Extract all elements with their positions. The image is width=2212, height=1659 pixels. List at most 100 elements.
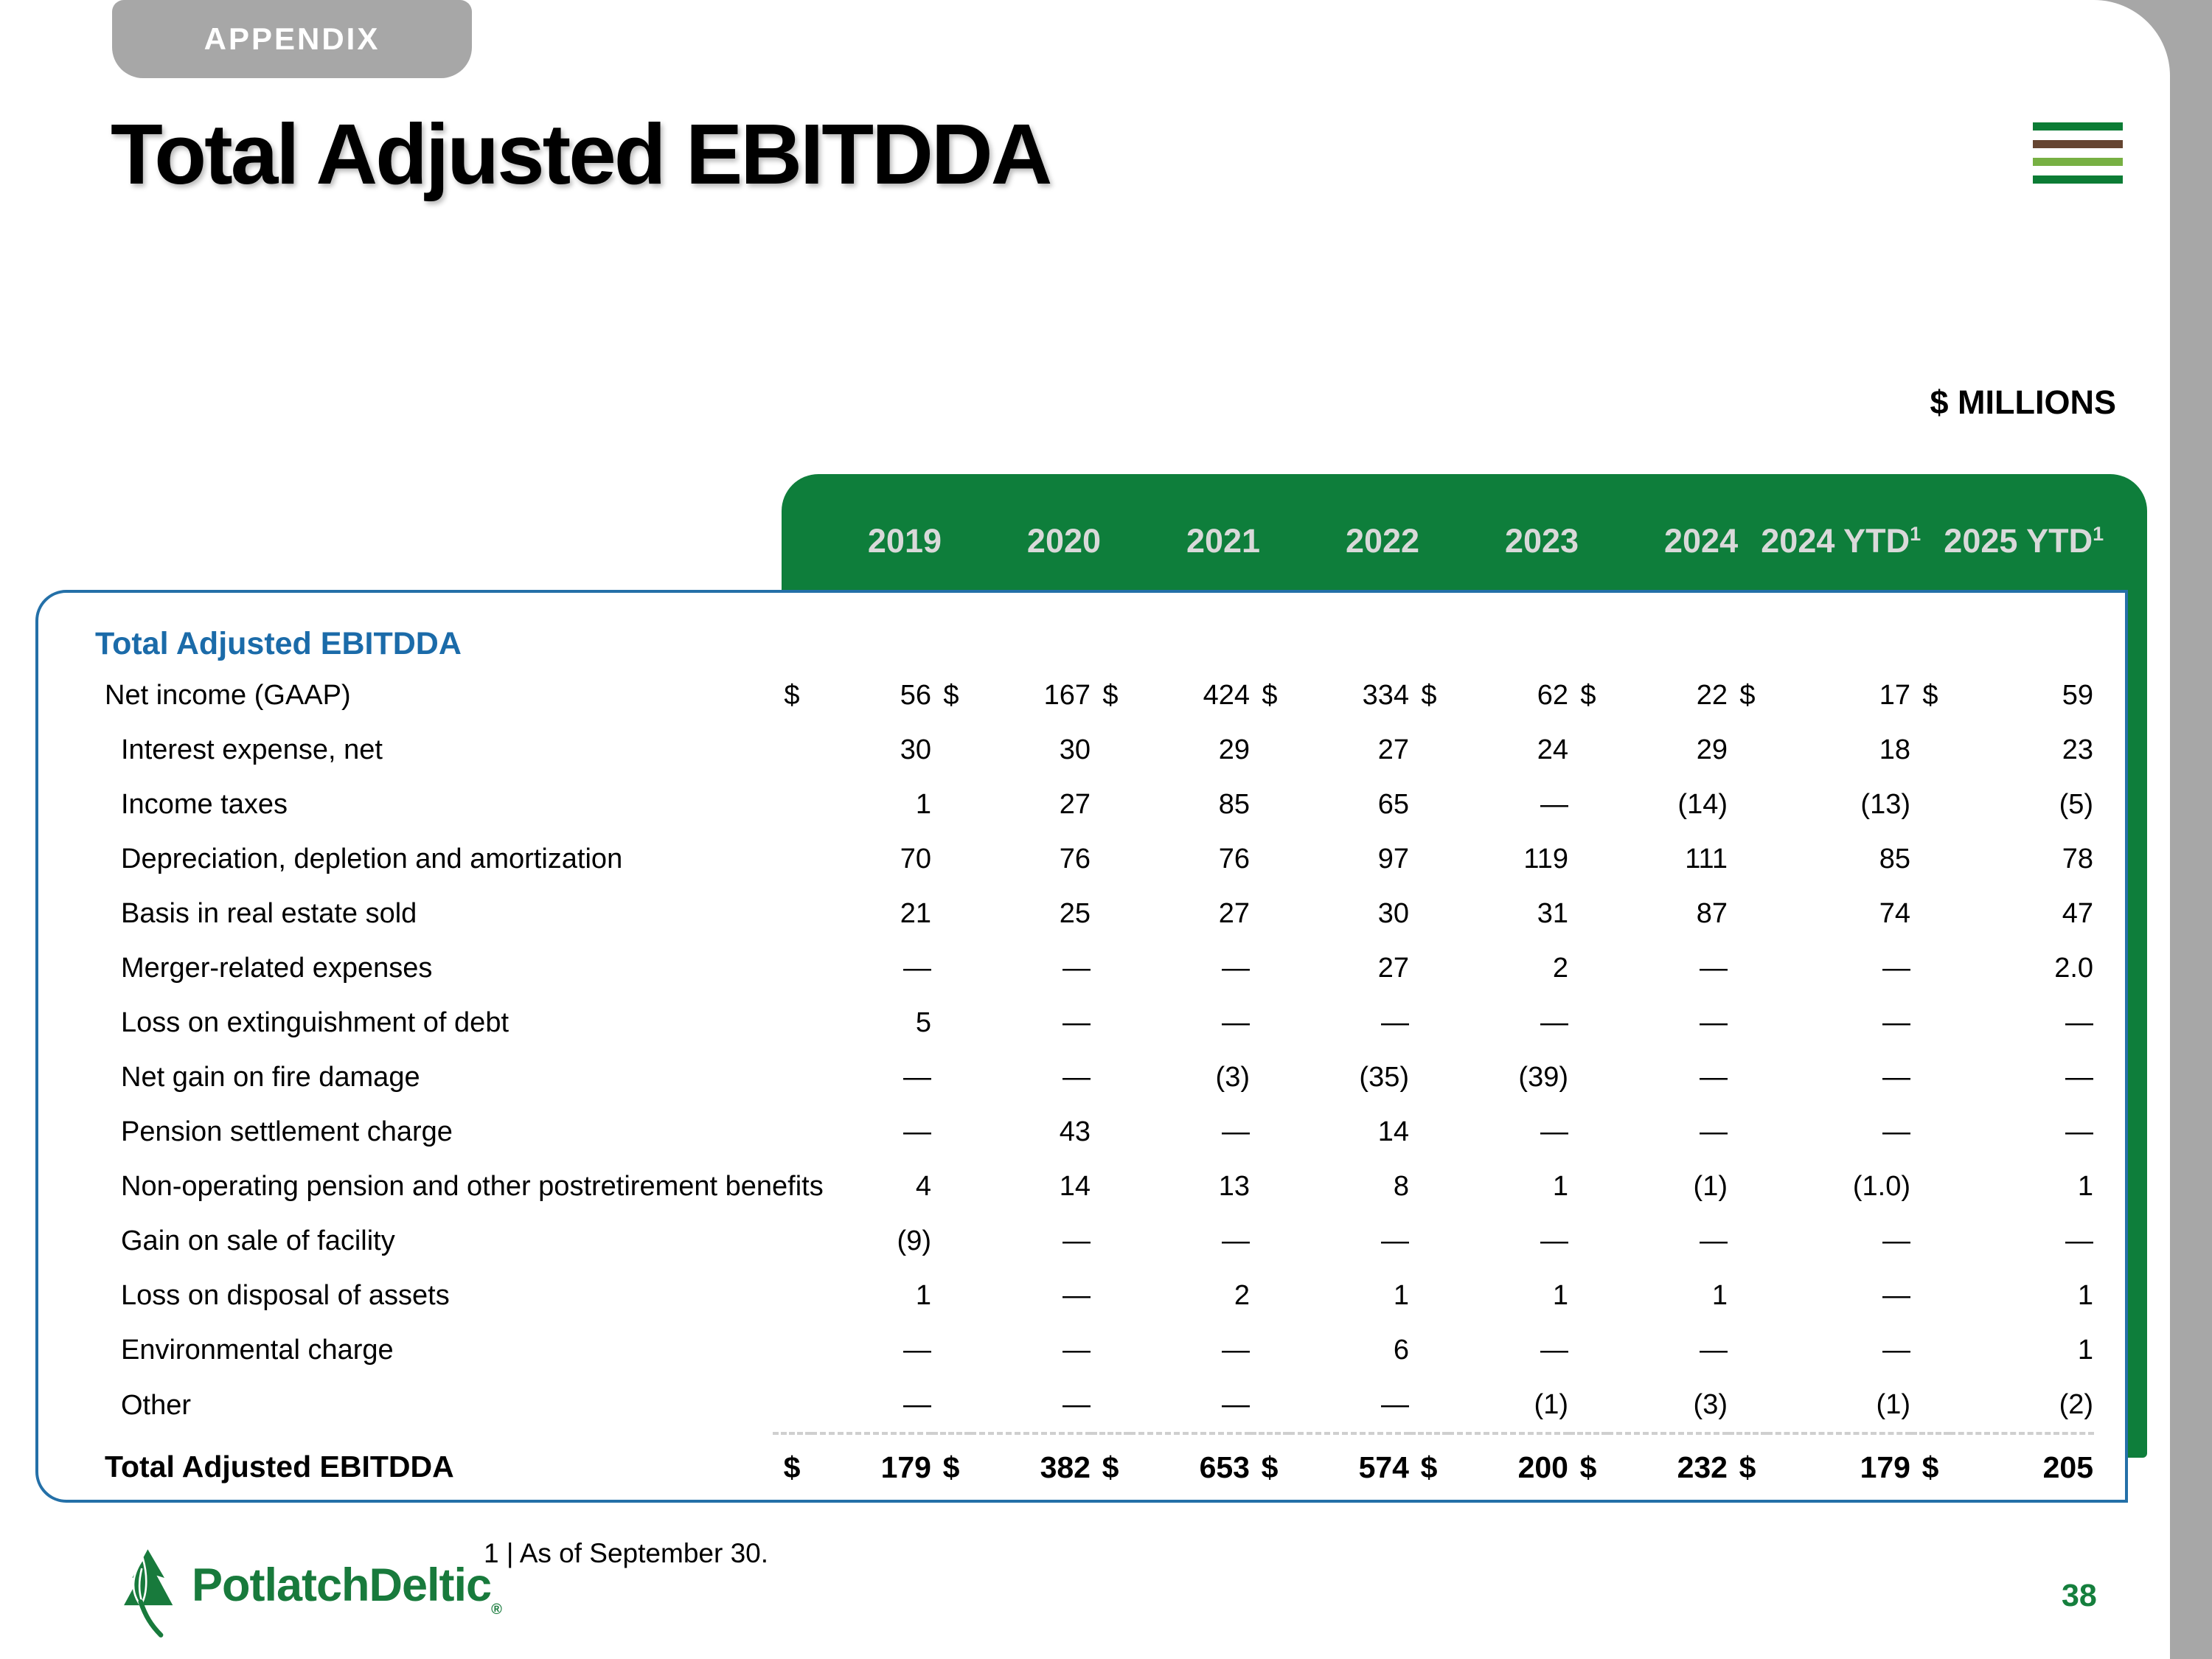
cell-value: —	[1062, 1279, 1091, 1311]
cell-currency	[1911, 886, 1950, 941]
cell-currency	[1911, 1105, 1950, 1159]
cell-currency: $	[1410, 1432, 1448, 1500]
cell-value: —	[2065, 1116, 2094, 1147]
cell-value: 31	[1537, 897, 1568, 929]
column-header-2022: 2022	[1345, 521, 1420, 560]
cell-value: —	[1062, 1334, 1091, 1366]
cell-value: 1	[2077, 1279, 2094, 1311]
cell-currency	[1728, 1268, 1767, 1323]
row-label: Loss on disposal of assets	[121, 1279, 450, 1311]
row-label: Pension settlement charge	[121, 1116, 453, 1147]
cell-value: 232	[1607, 1432, 1728, 1500]
pine-tree-icon	[124, 1549, 173, 1638]
row-label: Gain on sale of facility	[121, 1225, 395, 1256]
cell-currency	[1091, 832, 1130, 886]
cell-currency	[1091, 723, 1130, 777]
column-header-2024-ytd: 2024 YTD1	[1761, 521, 1921, 560]
cell-value: (9)	[897, 1225, 931, 1256]
cell-currency	[773, 1268, 811, 1323]
cell-value: 27	[1059, 788, 1091, 820]
cell-value: —	[1540, 1334, 1568, 1366]
cell-currency: $	[932, 1432, 970, 1500]
table-row-loss-on-disposal-of-assets: Loss on disposal of assets 1 — 2 1 1 1 — 1	[94, 1268, 2094, 1323]
cell-currency	[932, 941, 970, 995]
cell-currency	[932, 723, 970, 777]
cell-value: 1	[1711, 1279, 1728, 1311]
table-header-row: 2019 2020 2021 2022 2023 2024 2024 YTD1 2025 YT…	[773, 509, 2104, 573]
cell-value: —	[1540, 1006, 1568, 1038]
cell-value: 5	[915, 1006, 931, 1038]
cell-currency	[1728, 832, 1767, 886]
cell-value: 8	[1393, 1170, 1409, 1202]
cell-currency	[1911, 1214, 1950, 1268]
cell-value: —	[903, 1116, 931, 1147]
cell-currency	[1410, 1050, 1448, 1105]
cell-currency	[932, 1377, 970, 1433]
cell-currency	[1911, 1268, 1950, 1323]
cell-value: (1)	[1534, 1388, 1568, 1420]
brand-line-dark-green-2	[2033, 175, 2123, 184]
cell-value: —	[1062, 1006, 1091, 1038]
cell-value: 334	[1362, 679, 1409, 711]
cell-value: 119	[1523, 843, 1568, 874]
cell-currency	[1911, 941, 1950, 995]
cell-value: 2	[1552, 952, 1568, 984]
cell-value: 47	[2062, 897, 2094, 929]
cell-currency	[1410, 1323, 1448, 1377]
cell-currency	[1728, 1323, 1767, 1377]
column-header-2023: 2023	[1504, 521, 1579, 560]
cell-currency	[1251, 1159, 1289, 1214]
cell-currency	[1911, 777, 1950, 832]
table-row-income-taxes: Income taxes 1 27 85 65 — (14) (13) (5)	[94, 777, 2094, 832]
cell-value: —	[1222, 952, 1250, 984]
cell-currency: $	[1102, 679, 1119, 711]
cell-value: 1	[1393, 1279, 1409, 1311]
row-label: Depreciation, depletion and amortization	[121, 843, 623, 874]
cell-currency: $	[1421, 679, 1437, 711]
cell-value: 17	[1879, 679, 1910, 711]
cell-value: 27	[1218, 897, 1250, 929]
cell-value: —	[1062, 1388, 1091, 1420]
cell-value: (1)	[1876, 1388, 1910, 1420]
cell-currency: $	[943, 679, 959, 711]
cell-value: 1	[915, 788, 931, 820]
cell-value: —	[1882, 1116, 1910, 1147]
table-panel: Total Adjusted EBITDDA Net income (GAAP) $…	[35, 590, 2128, 1503]
logo-text: PotlatchDeltic	[192, 1559, 492, 1611]
cell-value: 30	[1377, 897, 1409, 929]
cell-value: —	[903, 952, 931, 984]
cell-value: —	[1222, 1006, 1250, 1038]
cell-currency	[773, 995, 811, 1050]
cell-currency	[932, 886, 970, 941]
column-header-2020: 2020	[1026, 521, 1102, 560]
cell-currency	[1569, 995, 1607, 1050]
cell-value: 27	[1377, 734, 1409, 765]
cell-value: 22	[1696, 679, 1728, 711]
cell-value: —	[2065, 1061, 2094, 1093]
cell-currency: $	[773, 1432, 811, 1500]
cell-currency	[1251, 777, 1289, 832]
cell-currency	[773, 1105, 811, 1159]
cell-currency	[932, 1214, 970, 1268]
brand-line-brown	[2033, 140, 2123, 148]
cell-value: 179	[811, 1432, 932, 1500]
cell-value: (2)	[2059, 1388, 2094, 1420]
units-label: $ MILLIONS	[1930, 383, 2116, 421]
appendix-tab: APPENDIX	[112, 0, 472, 78]
cell-currency	[1569, 886, 1607, 941]
cell-currency: $	[1580, 679, 1596, 711]
cell-currency: $	[1922, 679, 1938, 711]
brand-line-dark-green	[2033, 122, 2123, 131]
cell-currency	[1091, 886, 1130, 941]
cell-currency	[1410, 1214, 1448, 1268]
cell-value: 76	[1218, 843, 1250, 874]
cell-currency: $	[784, 679, 800, 711]
cell-value: 14	[1377, 1116, 1409, 1147]
cell-value: 653	[1130, 1432, 1251, 1500]
cell-value: 13	[1218, 1170, 1250, 1202]
cell-value: 18	[1879, 734, 1910, 765]
cell-currency	[773, 1050, 811, 1105]
table-row-non-operating-pension-and-other-postretirement-benefits: Non-operating pension and other postreti…	[94, 1159, 2094, 1214]
cell-currency	[1569, 832, 1607, 886]
table-row-net-income-gaap: Net income (GAAP) $56 $167 $424 $334 $62 $22 $1…	[94, 668, 2094, 723]
